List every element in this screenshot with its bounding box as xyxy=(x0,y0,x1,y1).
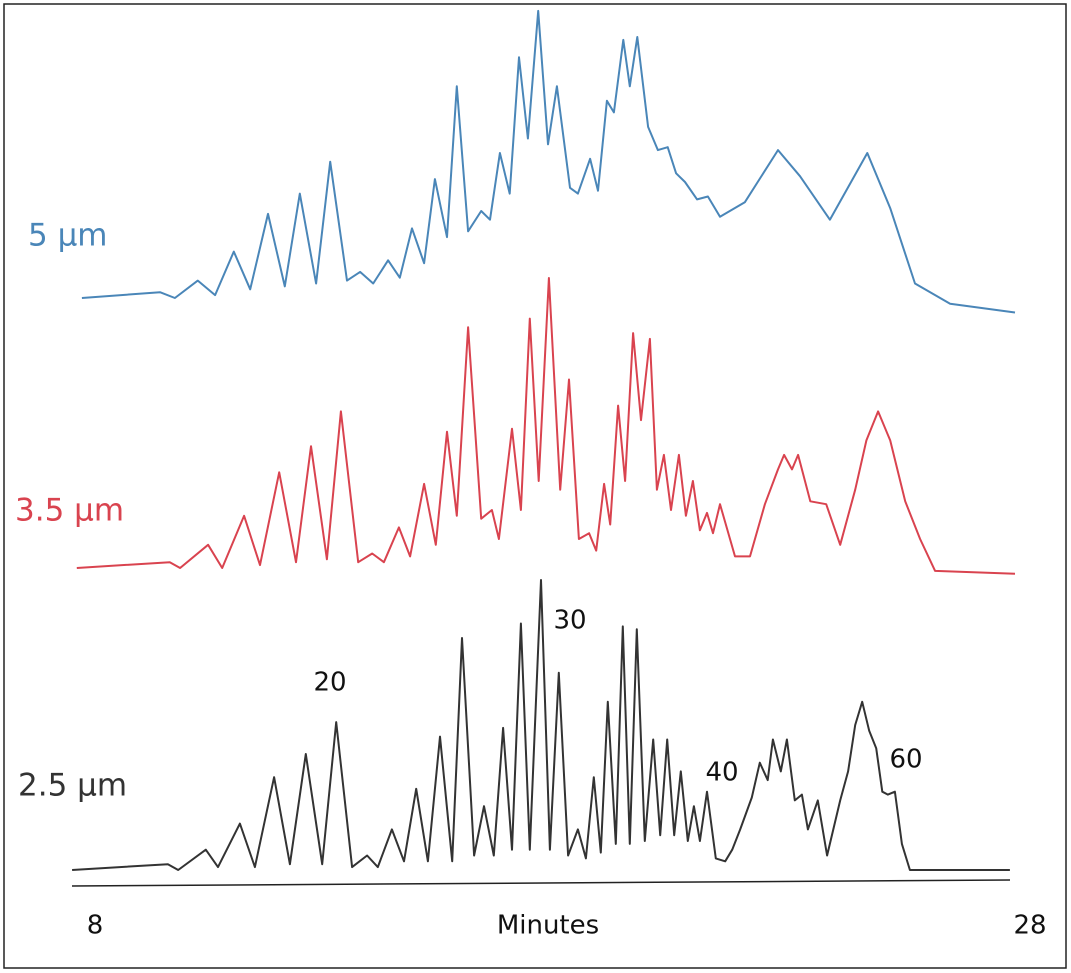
frame xyxy=(3,3,1067,969)
trace xyxy=(72,579,1010,871)
trace xyxy=(76,277,1016,575)
x-axis-label: Minutes xyxy=(497,911,599,941)
x-axis-line xyxy=(71,879,1011,887)
peak-annotation: 20 xyxy=(313,668,346,698)
series-label: 5 µm xyxy=(28,218,108,254)
peak-annotation: 60 xyxy=(889,745,922,775)
peak-annotation: 30 xyxy=(553,606,586,636)
x-tick-label: 8 xyxy=(87,911,104,941)
series-label: 3.5 µm xyxy=(15,493,124,529)
trace xyxy=(81,9,1016,314)
x-tick-label: 28 xyxy=(1013,911,1046,941)
series-label: 2.5 µm xyxy=(18,768,127,804)
peak-annotation: 40 xyxy=(705,758,738,788)
